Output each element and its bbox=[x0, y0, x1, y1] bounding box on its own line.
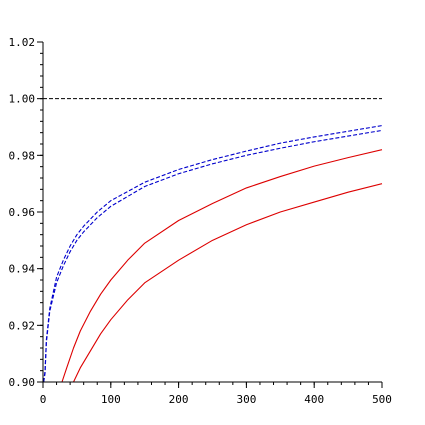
x-tick-label: 300 bbox=[236, 393, 256, 406]
series-line-1 bbox=[43, 125, 383, 383]
y-tick-label: 0.94 bbox=[9, 263, 36, 276]
series-line-3 bbox=[61, 149, 383, 383]
y-tick-label: 1.00 bbox=[9, 93, 36, 106]
y-tick-label: 1.02 bbox=[9, 36, 36, 49]
y-tick-label: 0.92 bbox=[9, 319, 36, 332]
x-tick-label: 500 bbox=[372, 393, 392, 406]
y-tick-label: 0.98 bbox=[9, 149, 36, 162]
x-tick-label: 400 bbox=[304, 393, 324, 406]
y-tick-label: 0.90 bbox=[9, 376, 36, 389]
series-line-2 bbox=[43, 129, 383, 383]
axes: 0.90 0.92 0.94 0.96 0.98 1.00 1.02 0 100 200 300 40… bbox=[9, 36, 392, 406]
y-tick-label: 0.96 bbox=[9, 206, 36, 219]
x-tick-label: 100 bbox=[101, 393, 121, 406]
x-tick-label: 200 bbox=[169, 393, 189, 406]
series-line-4 bbox=[73, 183, 383, 383]
plot-lines bbox=[43, 98, 383, 383]
x-tick-label: 0 bbox=[40, 393, 47, 406]
